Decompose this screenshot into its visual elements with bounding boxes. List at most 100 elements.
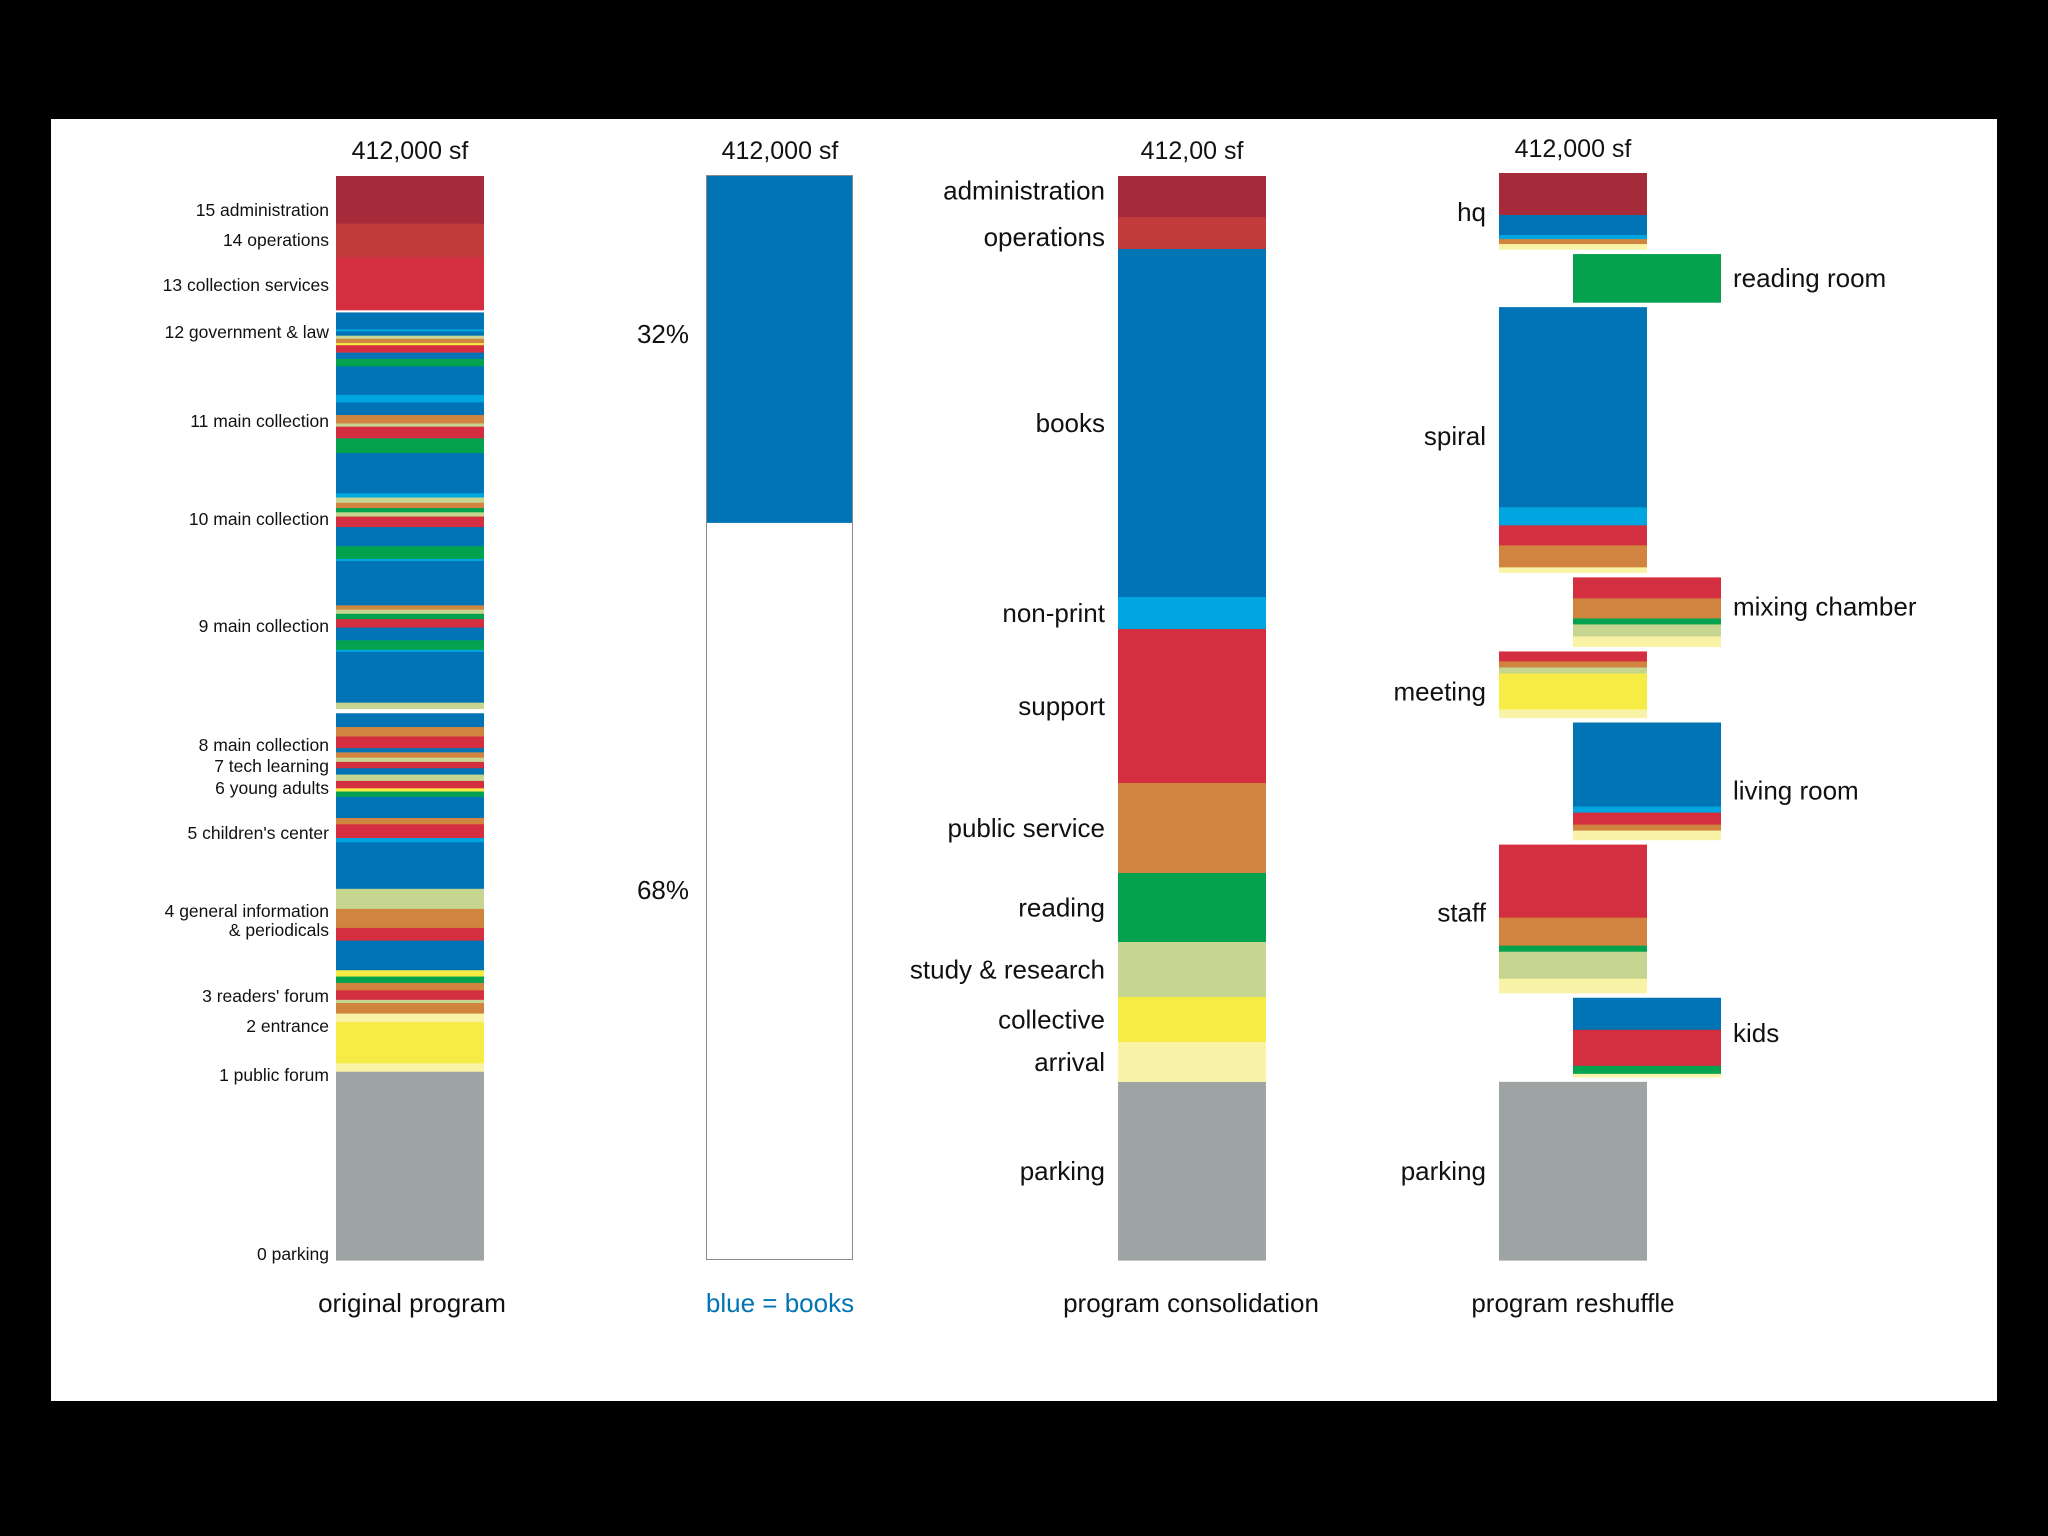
consolidation-segment-public-service: [1118, 783, 1266, 874]
reshuffle-label-parking: parking: [1401, 1156, 1486, 1186]
original-band-26: [336, 512, 484, 518]
reshuffle-kids-band-1: [1573, 1029, 1721, 1067]
original-band-19: [336, 438, 484, 444]
orig-label-8: 8 main collection: [199, 735, 329, 755]
books-pct-bottom: 68%: [637, 875, 689, 905]
original-band-40: [336, 702, 484, 710]
reshuffle-hq-band-4: [1499, 244, 1647, 250]
reshuffle-label-staff: staff: [1437, 898, 1486, 928]
reshuffle-block-mixing-chamber: mixing chamber: [1573, 577, 1917, 648]
original-band-32: [336, 605, 484, 611]
original-band-10: [336, 345, 484, 354]
original-band-12: [336, 358, 484, 367]
books-ratio-blue-fill: [707, 176, 852, 523]
original-band-30: [336, 558, 484, 562]
original-band-50: [336, 768, 484, 776]
original-band-22: [336, 493, 484, 499]
consolidation-bar: [1118, 176, 1266, 1261]
orig-label-4: 4 general information: [165, 901, 329, 921]
original-band-18: [336, 426, 484, 439]
original-band-28: [336, 527, 484, 547]
consolidation-total: 412,00 sf: [1141, 137, 1244, 165]
original-band-31: [336, 560, 484, 606]
consolidation-label-books: books: [1036, 408, 1105, 438]
program-diagram: 412,000 sf 15 administration 14 operatio…: [163, 135, 1917, 1318]
reshuffle-reading-room-band-0: [1573, 254, 1721, 303]
reshuffle-mixing-chamber-band-1: [1573, 598, 1721, 620]
consolidation-segment-study-research: [1118, 942, 1266, 998]
consolidation-segment-parking: [1118, 1082, 1266, 1261]
orig-label-13: 13 collection services: [163, 275, 330, 295]
books-pct-top: 32%: [637, 319, 689, 349]
consolidation-segment-books: [1118, 249, 1266, 598]
consolidation-caption: program consolidation: [1063, 1288, 1319, 1318]
original-program-total: 412,000 sf: [352, 137, 469, 165]
original-band-52: [336, 780, 484, 789]
original-band-41: [336, 709, 484, 714]
orig-label-3: 3 readers' forum: [202, 986, 329, 1006]
reshuffle-spiral-band-1: [1499, 507, 1647, 526]
original-band-69: [336, 1003, 484, 1015]
reshuffle-hq-band-1: [1499, 215, 1647, 236]
original-band-72: [336, 1063, 484, 1073]
consolidation-segment-administration: [1118, 176, 1266, 218]
diagram-canvas: 412,000 sf 15 administration 14 operatio…: [51, 119, 1997, 1401]
orig-label-14: 14 operations: [223, 230, 329, 250]
original-band-45: [336, 739, 484, 749]
orig-label-1: 1 public forum: [219, 1065, 329, 1085]
reshuffle-label-mixing-chamber: mixing chamber: [1733, 591, 1917, 621]
original-band-23: [336, 497, 484, 504]
original-band-51: [336, 774, 484, 782]
orig-label-2: 2 entrance: [246, 1016, 329, 1036]
reshuffle-parking-band-0: [1499, 1081, 1647, 1261]
original-band-7: [336, 335, 484, 340]
books-ratio-caption: blue = books: [706, 1288, 854, 1318]
original-band-24: [336, 502, 484, 509]
reshuffle-living-room-band-0: [1573, 722, 1721, 808]
consolidation-label-operations: operations: [984, 222, 1105, 252]
reshuffle-label-spiral: spiral: [1424, 421, 1486, 451]
original-band-17: [336, 423, 484, 428]
books-ratio-column: 412,000 sf 32% 68% blue = books: [637, 137, 854, 1318]
reshuffle-label-reading-room: reading room: [1733, 263, 1886, 293]
original-band-33: [336, 609, 484, 615]
reshuffle-blocks: hq reading room spiral mixing chamber meetin…: [1394, 173, 1917, 1261]
reshuffle-staff-band-1: [1499, 917, 1647, 947]
orig-label-5: 5 children's center: [188, 823, 330, 843]
reshuffle-meeting-band-1: [1499, 661, 1647, 669]
original-band-5: [336, 329, 484, 333]
reshuffle-living-room-band-2: [1573, 812, 1721, 826]
consolidation-label-public-service: public service: [947, 813, 1105, 843]
reshuffle-meeting-band-0: [1499, 651, 1647, 663]
reshuffle-hq-band-2: [1499, 235, 1647, 240]
consolidation-label-parking: parking: [1020, 1156, 1105, 1186]
original-band-67: [336, 990, 484, 1001]
reshuffle-hq-band-3: [1499, 239, 1647, 245]
original-band-16: [336, 415, 484, 425]
original-band-61: [336, 908, 484, 929]
original-band-11: [336, 352, 484, 360]
original-band-38: [336, 649, 484, 653]
reshuffle-kids-band-0: [1573, 997, 1721, 1031]
original-band-48: [336, 757, 484, 763]
original-band-47: [336, 752, 484, 759]
reshuffle-block-meeting: meeting: [1394, 651, 1647, 719]
reshuffle-living-room-band-3: [1573, 824, 1721, 832]
original-band-59: [336, 842, 484, 890]
original-band-65: [336, 976, 484, 984]
orig-label-6: 6 young adults: [215, 778, 329, 798]
reshuffle-staff-band-2: [1499, 945, 1647, 953]
orig-label-15: 15 administration: [196, 200, 329, 220]
original-band-15: [336, 402, 484, 416]
reshuffle-label-hq: hq: [1457, 197, 1486, 227]
original-band-64: [336, 970, 484, 978]
reshuffle-staff-band-0: [1499, 844, 1647, 919]
orig-label-10: 10 main collection: [189, 509, 329, 529]
consolidation-label-arrival: arrival: [1034, 1047, 1105, 1077]
original-band-1: [336, 223, 484, 259]
reshuffle-caption: program reshuffle: [1471, 1288, 1674, 1318]
orig-label-9: 9 main collection: [199, 616, 329, 636]
consolidation-segment-non-print: [1118, 597, 1266, 630]
reshuffle-meeting-band-4: [1499, 709, 1647, 719]
original-band-44: [336, 736, 484, 741]
